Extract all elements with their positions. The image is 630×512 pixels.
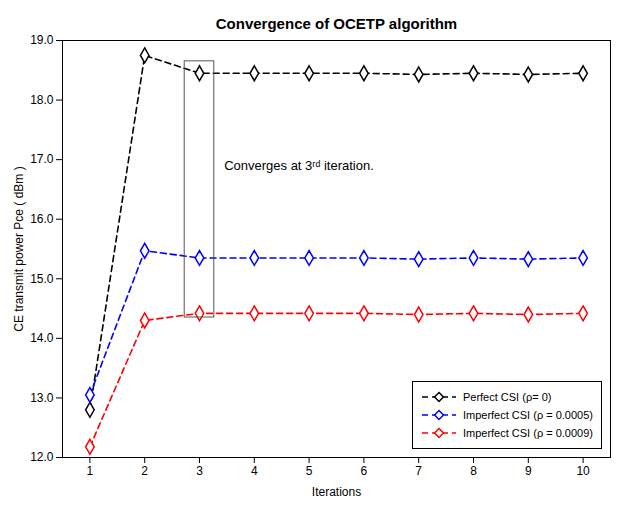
svg-text:2: 2 xyxy=(141,464,148,478)
svg-text:7: 7 xyxy=(415,464,422,478)
svg-text:15.0: 15.0 xyxy=(30,272,54,286)
svg-text:4: 4 xyxy=(251,464,258,478)
svg-text:14.0: 14.0 xyxy=(30,331,54,345)
svg-text:13.0: 13.0 xyxy=(30,391,54,405)
svg-text:9: 9 xyxy=(525,464,532,478)
html-text:Imperfect CSI (ρ = 0.0009): Imperfect CSI (ρ = 0.0009) xyxy=(462,427,593,439)
svg-text:CE transmit power Pce ( dBm ): CE transmit power Pce ( dBm ) xyxy=(12,166,26,331)
svg-text:Converges at 3ʳᵈ iteration.: Converges at 3ʳᵈ iteration. xyxy=(224,158,374,173)
svg-text:8: 8 xyxy=(470,464,477,478)
svg-text:5: 5 xyxy=(306,464,313,478)
html-text:Perfect CSI (ρ= 0): Perfect CSI (ρ= 0) xyxy=(462,391,552,403)
svg-text:Iterations: Iterations xyxy=(312,485,361,499)
svg-text:12.0: 12.0 xyxy=(30,450,54,464)
svg-text:1: 1 xyxy=(87,464,94,478)
svg-text:3: 3 xyxy=(196,464,203,478)
svg-text:6: 6 xyxy=(361,464,368,478)
svg-text:10: 10 xyxy=(576,464,590,478)
svg-text:16.0: 16.0 xyxy=(30,212,54,226)
svg-text:17.0: 17.0 xyxy=(30,152,54,166)
html-text:Imperfect CSI (ρ = 0.0005): Imperfect CSI (ρ = 0.0005) xyxy=(462,409,593,421)
svg-text:19.0: 19.0 xyxy=(30,33,54,47)
svg-text:18.0: 18.0 xyxy=(30,93,54,107)
svg-text:Convergence of OCETP algorithm: Convergence of OCETP algorithm xyxy=(216,15,457,32)
